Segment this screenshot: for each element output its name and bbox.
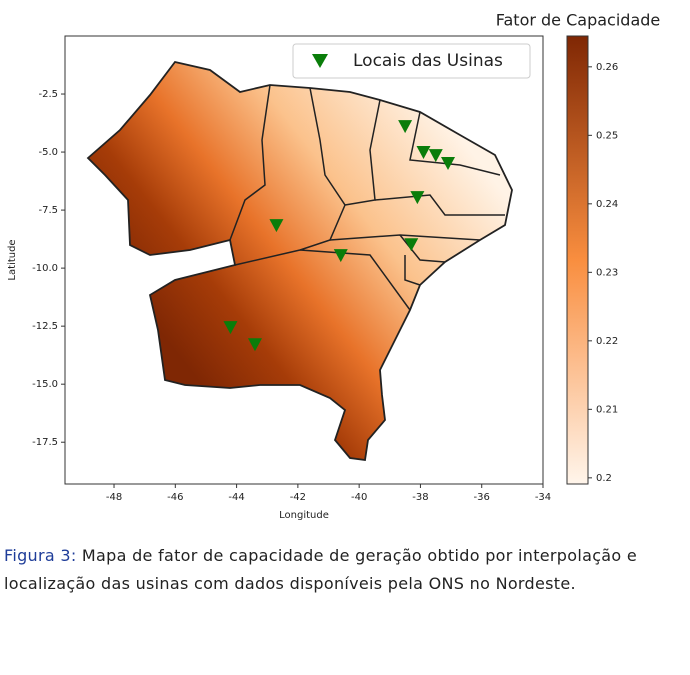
y-tick-label: -15.0 <box>32 379 58 390</box>
legend: Locais das Usinas <box>292 43 531 79</box>
plant-marker <box>428 149 443 163</box>
plant-marker <box>398 120 413 134</box>
plant-marker <box>416 146 431 160</box>
state-borders <box>229 84 505 311</box>
legend-marker <box>312 54 328 68</box>
y-tick-label: -12.5 <box>32 321 58 332</box>
caption: Figura 3: Mapa de fator de capacidade de… <box>4 542 688 598</box>
x-tick-label: -46 <box>167 492 183 503</box>
colorbar-tick-label: 0.26 <box>596 62 618 73</box>
colorbar-tick-label: 0.25 <box>596 130 618 141</box>
colorbar-tick-label: 0.24 <box>596 199 618 210</box>
x-tick-label: -38 <box>412 492 428 503</box>
caption-text: Mapa de fator de capacidade de geração o… <box>4 546 638 593</box>
y-tick-label: -17.5 <box>32 437 58 448</box>
y-tick-label: -2.5 <box>38 89 58 100</box>
x-axis-label: Longitude <box>279 510 329 521</box>
x-tick-label: -36 <box>474 492 490 503</box>
plant-marker <box>247 338 262 352</box>
x-tick-label: -42 <box>290 492 306 503</box>
y-tick-label: -10.0 <box>32 263 58 274</box>
plant-marker <box>410 191 425 205</box>
x-tick-label: -40 <box>351 492 367 503</box>
plant-marker <box>404 238 419 252</box>
plant-marker <box>269 219 284 233</box>
plant-marker <box>223 321 238 335</box>
y-tick-label: -5.0 <box>38 147 58 158</box>
x-tick-label: -34 <box>535 492 551 503</box>
colorbar-tick-label: 0.22 <box>596 336 618 347</box>
x-tick-label: -48 <box>106 492 122 503</box>
legend-label: Locais das Usinas <box>353 51 503 71</box>
colorbar-tick-label: 0.21 <box>596 404 618 415</box>
colorbar-tick-label: 0.23 <box>596 267 618 278</box>
plant-marker <box>333 249 348 263</box>
legend-box <box>292 43 531 79</box>
chart: Longitude Latitude Locais das Usinas Fat… <box>7 11 661 522</box>
plant-marker <box>441 156 456 170</box>
y-axis-label: Latitude <box>7 239 18 280</box>
colorbar <box>566 35 589 485</box>
colorbar-tick-label: 0.2 <box>596 473 612 484</box>
region-map <box>86 60 513 462</box>
y-tick-label: -7.5 <box>38 205 58 216</box>
x-tick-label: -44 <box>228 492 244 503</box>
caption-label: Figura 3: <box>4 546 77 565</box>
colorbar-label: Fator de Capacidade <box>496 11 661 30</box>
